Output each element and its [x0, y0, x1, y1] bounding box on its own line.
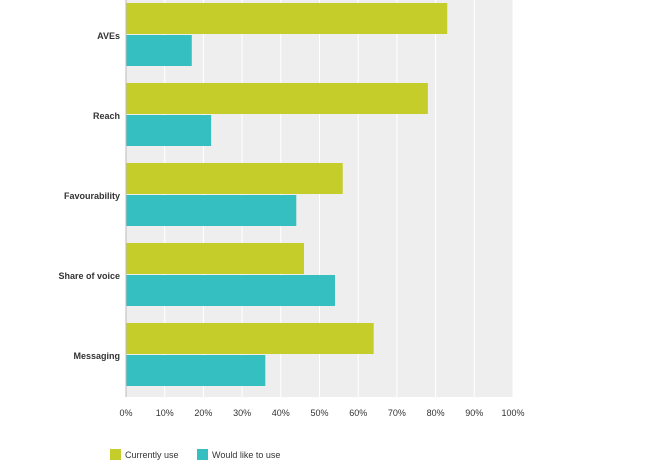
- x-tick-label: 10%: [156, 408, 174, 418]
- bar-currently-use: [126, 323, 374, 354]
- bars: [126, 3, 448, 386]
- bar-would-like-to-use: [126, 35, 192, 66]
- category-label: Reach: [93, 111, 120, 121]
- legend-label: Would like to use: [212, 450, 280, 460]
- category-label: Share of voice: [58, 271, 120, 281]
- legend-swatch: [197, 449, 208, 460]
- legend: Currently use Would like to use: [110, 449, 280, 460]
- category-label: Favourability: [64, 191, 120, 201]
- bar-would-like-to-use: [126, 355, 266, 386]
- bar-currently-use: [126, 83, 428, 114]
- x-tick-label: 90%: [465, 408, 483, 418]
- bar-currently-use: [126, 163, 343, 194]
- x-tick-label: 30%: [233, 408, 251, 418]
- x-tick-label: 40%: [272, 408, 290, 418]
- x-tick-labels: 0% 10% 20% 30% 40% 50% 60% 70% 80% 90% 100%: [119, 408, 524, 418]
- category-label: Messaging: [73, 351, 120, 361]
- x-tick-label: 60%: [349, 408, 367, 418]
- x-tick-label: 50%: [310, 408, 328, 418]
- legend-label: Currently use: [125, 450, 179, 460]
- x-tick-label: 70%: [388, 408, 406, 418]
- x-tick-label: 0%: [119, 408, 132, 418]
- legend-swatch: [110, 449, 121, 460]
- bar-would-like-to-use: [126, 275, 335, 306]
- bar-currently-use: [126, 3, 448, 34]
- bar-currently-use: [126, 243, 305, 274]
- bar-would-like-to-use: [126, 195, 297, 226]
- x-tick-label: 100%: [501, 408, 524, 418]
- x-tick-label: 80%: [427, 408, 445, 418]
- x-tick-label: 20%: [194, 408, 212, 418]
- category-labels: AVEs Reach Favourability Share of voice Mess…: [58, 31, 120, 361]
- category-label: AVEs: [97, 31, 120, 41]
- bar-would-like-to-use: [126, 115, 212, 146]
